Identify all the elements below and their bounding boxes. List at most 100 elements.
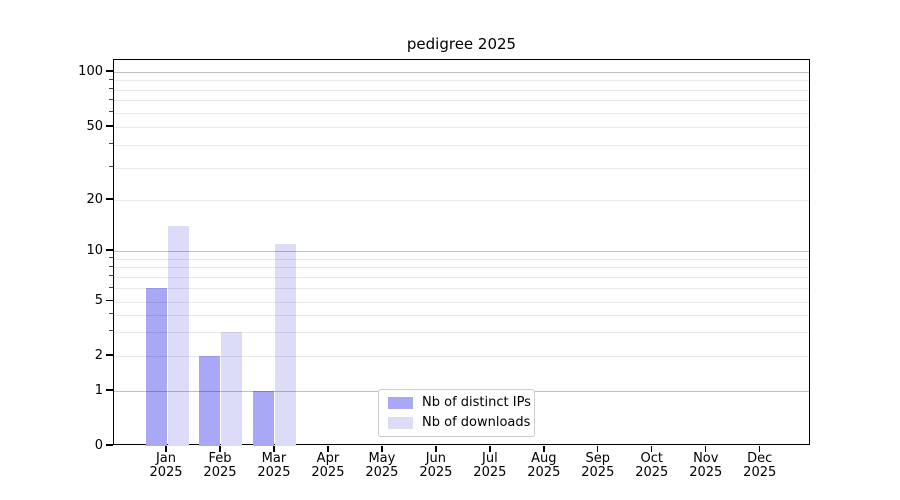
legend-label-downloads: Nb of downloads (422, 415, 531, 430)
gridline-major-100 (114, 71, 809, 73)
x-tick-mark-may (381, 446, 383, 452)
x-tick-label-line: Jan (155, 451, 177, 466)
x-tick-label-feb: Feb 2025 (192, 452, 248, 479)
y-minor-tick-mark-9 (109, 257, 113, 259)
gridline-minor-8 (114, 267, 809, 269)
x-tick-label-line: Jun (425, 451, 447, 466)
y-tick-label-2: 2 (94, 347, 103, 363)
x-tick-label-jul: Jul 2025 (462, 452, 518, 479)
x-tick-label-dec: Dec 2025 (732, 452, 788, 479)
x-tick-label-line: 2025 (203, 464, 237, 480)
bar-downloads-feb (221, 331, 243, 446)
y-minor-tick-mark-4 (109, 313, 113, 315)
x-tick-label-jan: Jan 2025 (138, 452, 194, 479)
gridline-minor-30 (114, 167, 809, 169)
x-tick-mark-feb (219, 446, 221, 452)
y-tick-mark-5 (105, 299, 113, 302)
y-minor-tick-mark-7 (109, 275, 113, 277)
y-tick-mark-100 (105, 70, 113, 72)
plot-area (113, 59, 810, 446)
x-tick-label-line: Dec (747, 451, 773, 466)
gridline-minor-9 (114, 258, 809, 260)
bar-distinct-ips-jan (145, 288, 167, 446)
gridline-minor-70 (114, 100, 809, 102)
x-tick-mark-jul (489, 446, 491, 452)
x-tick-mark-sep (597, 446, 599, 452)
x-tick-mark-dec (759, 446, 761, 452)
y-tick-label-0: 0 (94, 437, 103, 453)
y-minor-tick-mark-70 (109, 98, 113, 100)
y-tick-label-5: 5 (94, 293, 103, 308)
legend-item-distinct-ips: Nb of distinct IPs (388, 396, 531, 410)
x-tick-label-line: 2025 (689, 464, 723, 480)
y-tick-mark-20 (105, 198, 113, 200)
gridline-minor-5 (114, 301, 809, 303)
x-tick-label-line: Nov (693, 451, 719, 466)
x-tick-mark-apr (327, 446, 329, 452)
y-minor-tick-mark-30 (109, 166, 113, 168)
gridline-minor-90 (114, 80, 809, 82)
y-tick-label-20: 20 (86, 191, 103, 207)
legend: Nb of distinct IPs Nb of downloads (378, 389, 535, 437)
x-tick-label-line: 2025 (473, 464, 507, 480)
y-minor-tick-mark-3 (109, 330, 113, 332)
y-minor-tick-mark-8 (109, 265, 113, 267)
gridline-minor-6 (114, 288, 809, 290)
y-tick-mark-0 (105, 444, 113, 446)
x-tick-label-nov: Nov 2025 (678, 452, 734, 479)
bar-downloads-jan (167, 226, 189, 446)
x-tick-mark-nov (705, 446, 707, 452)
x-tick-label-line: May (368, 451, 396, 466)
x-tick-label-apr: Apr 2025 (300, 452, 356, 479)
x-tick-label-line: Mar (261, 451, 287, 466)
legend-swatch-distinct-ips (388, 397, 413, 409)
gridline-minor-20 (114, 200, 809, 201)
bar-distinct-ips-mar (253, 391, 275, 446)
x-tick-label-may: May 2025 (354, 452, 410, 479)
x-tick-label-jun: Jun 2025 (408, 452, 464, 479)
x-tick-label-sep: Sep 2025 (570, 452, 626, 479)
bar-distinct-ips-feb (199, 356, 221, 446)
x-tick-label-line: Feb (208, 451, 232, 466)
y-tick-label-10: 10 (86, 242, 103, 258)
legend-label-distinct-ips: Nb of distinct IPs (422, 395, 531, 410)
gridline-minor-7 (114, 276, 809, 278)
x-tick-label-mar: Mar 2025 (246, 452, 302, 479)
x-tick-label-line: Aug (531, 451, 557, 466)
y-minor-tick-mark-80 (109, 88, 113, 90)
chart-title: pedigree 2025 (406, 35, 517, 53)
y-tick-label-100: 100 (78, 63, 103, 79)
y-tick-mark-2 (105, 354, 113, 356)
x-tick-label-line: Apr (316, 451, 340, 466)
x-tick-label-line: Oct (640, 451, 663, 466)
gridline-minor-50 (114, 127, 809, 128)
y-tick-mark-50 (105, 125, 113, 127)
y-minor-tick-mark-6 (109, 286, 113, 288)
y-minor-tick-mark-90 (109, 78, 113, 80)
x-tick-mark-jan (165, 446, 167, 452)
y-minor-tick-mark-60 (109, 111, 113, 113)
bar-downloads-mar (275, 243, 297, 446)
y-tick-label-1: 1 (94, 382, 103, 398)
x-tick-label-line: 2025 (635, 464, 669, 480)
x-tick-label-line: 2025 (365, 464, 399, 480)
x-tick-label-line: 2025 (311, 464, 345, 480)
y-tick-mark-1 (105, 389, 113, 391)
x-tick-label-line: 2025 (527, 464, 561, 480)
y-tick-label-50: 50 (86, 118, 103, 134)
x-tick-mark-aug (543, 446, 545, 452)
x-tick-label-line: 2025 (419, 464, 453, 480)
x-tick-label-line: 2025 (257, 464, 291, 480)
gridline-minor-3 (114, 331, 809, 333)
x-tick-label-line: 2025 (149, 464, 183, 480)
gridline-minor-4 (114, 314, 809, 316)
x-tick-label-line: 2025 (743, 464, 777, 480)
y-minor-tick-mark-40 (109, 143, 113, 145)
x-tick-mark-oct (651, 446, 653, 452)
x-tick-label-aug: Aug 2025 (516, 452, 572, 479)
gridline-minor-40 (114, 144, 809, 146)
gridline-minor-80 (114, 89, 809, 91)
gridline-minor-2 (114, 356, 809, 357)
gridline-major-10 (114, 250, 809, 252)
